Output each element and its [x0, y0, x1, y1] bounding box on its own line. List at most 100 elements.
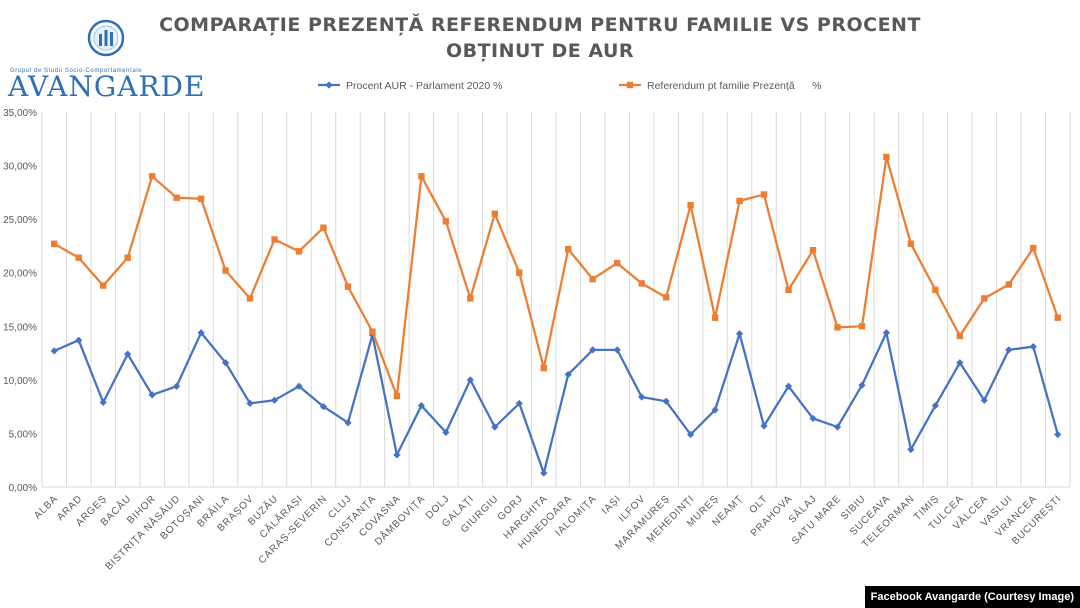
- referendum-data-point: [148, 173, 156, 180]
- referendum-data-point: [565, 245, 572, 253]
- aur-data-point: [638, 393, 646, 401]
- referendum-data-point: [295, 248, 303, 255]
- referendum-data-point: [467, 295, 474, 302]
- aur-data-point: [687, 430, 695, 439]
- aur-data-point: [613, 346, 621, 354]
- y-tick-label: 5,00%: [9, 429, 37, 440]
- aur-data-point: [221, 359, 230, 367]
- aur-data-point: [760, 422, 768, 430]
- legend-label: Referendum pt familie Prezență %: [647, 80, 822, 92]
- referendum-data-point: [99, 282, 107, 289]
- aur-data-point: [197, 329, 205, 337]
- aur-data-point: [907, 445, 915, 454]
- referendum-data-point: [834, 324, 841, 331]
- y-tick-label: 35,00%: [3, 108, 37, 119]
- referendum-data-point: [809, 247, 817, 254]
- referendum-data-point: [197, 195, 205, 202]
- aur-data-point: [75, 336, 83, 344]
- aur-data-point: [956, 359, 964, 367]
- logo-emblem-icon: [87, 19, 125, 57]
- referendum-data-point: [516, 269, 523, 276]
- referendum-data-point: [51, 240, 58, 247]
- aur-data-point: [735, 330, 744, 338]
- referendum-data-point: [858, 323, 866, 330]
- aur-data-point: [662, 397, 670, 405]
- legend: Procent AUR - Parlament 2020 % Referendum…: [318, 80, 822, 92]
- legend-marker: [325, 81, 333, 89]
- aur-data-point: [99, 398, 107, 406]
- referendum-data-point: [932, 286, 939, 294]
- aur-data-point: [491, 423, 499, 431]
- aur-data-point: [270, 396, 279, 404]
- aur-data-point: [711, 406, 719, 414]
- y-tick-label: 10,00%: [3, 376, 37, 387]
- referendum-data-point: [785, 286, 792, 294]
- referendum-data-point: [418, 173, 425, 180]
- referendum-data-point: [613, 259, 621, 267]
- logo-tagline: Grupul de Studii Socio-Comportamentale: [10, 68, 143, 74]
- referendum-data-point: [393, 392, 401, 400]
- avangarde-logo: Grupul de Studii Socio-Comportamentale A…: [4, 18, 214, 103]
- referendum-data-point: [222, 267, 229, 274]
- referendum-data-point: [711, 314, 719, 321]
- referendum-data-point: [540, 364, 547, 372]
- aur-data-point: [295, 382, 303, 390]
- aur-data-point: [515, 399, 523, 408]
- y-tick-label: 15,00%: [3, 322, 37, 333]
- aur-data-point: [1054, 430, 1062, 439]
- referendum-data-point: [491, 210, 499, 217]
- y-tick-label: 30,00%: [3, 162, 37, 173]
- referendum-data-point: [173, 194, 180, 201]
- referendum-data-point: [760, 191, 768, 198]
- aur-data-point: [882, 329, 891, 337]
- referendum-data-point: [638, 280, 645, 287]
- aur-data-point: [980, 396, 988, 404]
- legend-label: Procent AUR - Parlament 2020 %: [346, 80, 502, 92]
- legend-marker: [626, 81, 634, 89]
- referendum-data-point: [956, 332, 964, 340]
- referendum-data-point: [344, 283, 352, 290]
- referendum-data-point: [981, 295, 988, 302]
- aur-data-point: [540, 469, 548, 477]
- referendum-data-point: [907, 240, 915, 247]
- series-line: [53, 331, 1059, 475]
- gridlines: [41, 112, 1071, 487]
- referendum-data-point: [662, 294, 670, 301]
- aur-data-point: [931, 401, 939, 410]
- referendum-data-point: [442, 218, 450, 225]
- y-tick-label: 0,00%: [9, 483, 37, 494]
- aur-data-point: [784, 382, 793, 390]
- aur-data-point: [417, 401, 425, 410]
- aur-data-point: [148, 391, 156, 399]
- referendum-data-point: [320, 224, 327, 231]
- chart-title: COMPARAȚIE PREZENȚĂ REFERENDUM PENTRU FA…: [159, 14, 921, 62]
- aur-data-point: [319, 403, 328, 411]
- aur-data-point: [393, 451, 401, 459]
- referendum-data-point: [1005, 281, 1013, 288]
- aur-data-point: [858, 381, 866, 389]
- referendum-data-point: [1054, 314, 1061, 321]
- aur-data-point: [589, 346, 597, 354]
- referendum-data-point: [1030, 244, 1037, 252]
- aur-data-point: [564, 370, 572, 379]
- referendum-data-point: [736, 197, 743, 205]
- referendum-data-point: [883, 153, 890, 161]
- referendum-data-point: [246, 295, 254, 302]
- referendum-data-point: [124, 254, 131, 261]
- aur-data-point: [466, 376, 474, 384]
- aur-data-point: [246, 399, 254, 408]
- referendum-data-point: [687, 202, 694, 209]
- series: [50, 153, 1062, 477]
- aur-data-point: [809, 414, 817, 423]
- referendum-data-point: [75, 254, 82, 261]
- aur-data-point: [124, 350, 132, 358]
- referendum-data-point: [589, 275, 596, 283]
- image-credit: Facebook Avangarde (Courtesy Image): [864, 586, 1080, 608]
- aur-data-point: [833, 423, 842, 431]
- aur-data-point: [1029, 343, 1037, 351]
- aur-data-point: [50, 347, 58, 355]
- referendum-data-point: [271, 236, 278, 243]
- aur-data-point: [1005, 346, 1013, 354]
